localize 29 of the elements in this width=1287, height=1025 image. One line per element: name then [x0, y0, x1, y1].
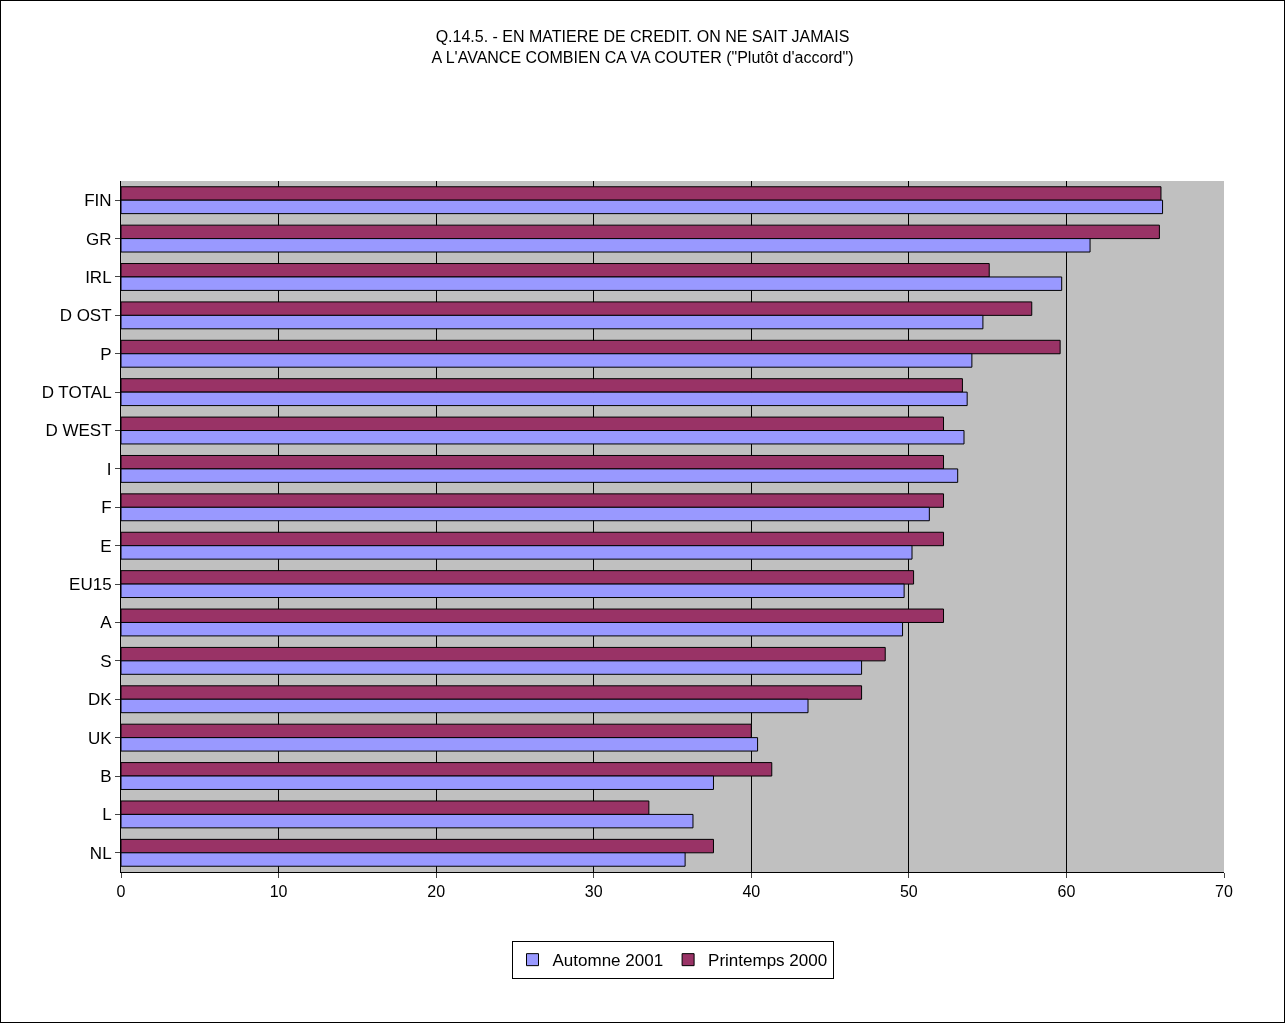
y-tick-label: S — [100, 651, 112, 671]
y-tick-label: I — [106, 459, 112, 479]
x-tick-label: 10 — [269, 883, 288, 901]
y-tick-label: L — [102, 805, 112, 825]
y-tick-label: F — [101, 498, 112, 518]
x-tick-label: 40 — [742, 883, 761, 901]
legend-label: Printemps 2000 — [708, 951, 828, 971]
y-tick-label: A — [100, 613, 113, 633]
x-tick-label: 70 — [1215, 883, 1233, 901]
legend-label: Automne 2001 — [552, 951, 664, 971]
x-tick-label: 30 — [584, 883, 603, 901]
x-tick-label: 0 — [116, 883, 126, 901]
y-tick-label: E — [100, 536, 112, 556]
y-tick-label: FIN — [84, 191, 112, 211]
y-tick-label: IRL — [85, 267, 112, 287]
x-tick-label: 60 — [1057, 883, 1076, 901]
y-tick-label: DK — [87, 690, 113, 710]
y-tick-label: EU15 — [69, 575, 112, 595]
chart-title: Q.14.5. - EN MATIERE DE CREDIT. ON NE SAIT JAMAIS A L'AVANCE COMBIEN CA VA COUTER ("Plutôt d'accord") — [431, 27, 854, 66]
y-tick-label: NL — [89, 843, 112, 863]
y-tick-label: UK — [87, 728, 113, 748]
y-tick-label: P — [100, 344, 112, 364]
y-tick-label: GR — [86, 229, 112, 249]
y-tick-label: D TOTAL — [41, 383, 112, 403]
y-tick-label: D OST — [59, 306, 112, 326]
x-tick-label: 20 — [427, 883, 446, 901]
y-tick-label: D WEST — [45, 421, 112, 441]
y-tick-label: B — [100, 766, 112, 786]
x-tick-label: 50 — [899, 883, 918, 901]
